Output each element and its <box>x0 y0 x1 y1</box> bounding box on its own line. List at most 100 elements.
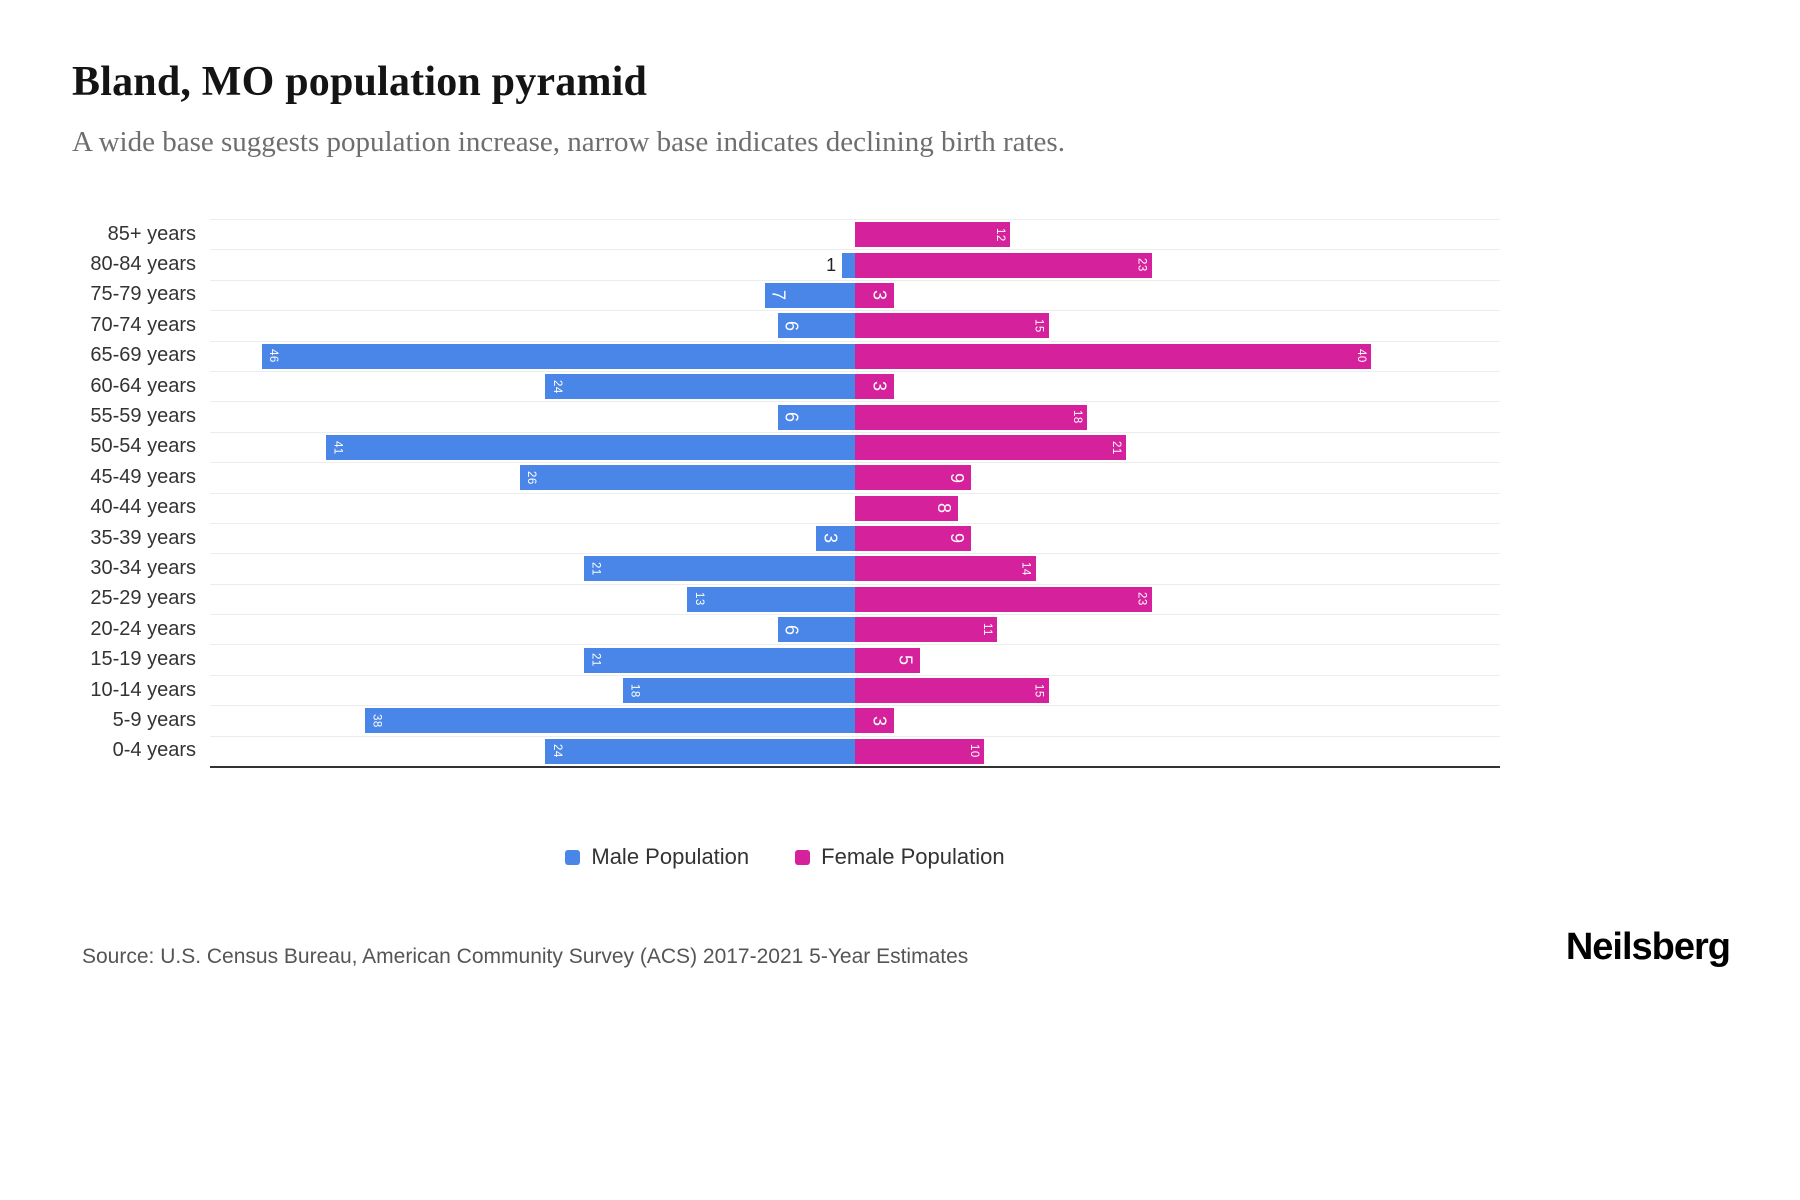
female-bar[interactable]: 12 <box>855 222 1010 248</box>
pyramid-row: 30-34 years 21 14 <box>70 553 1500 583</box>
bar-value-label: 24 <box>550 744 563 759</box>
category-label: 10-14 years <box>90 678 196 701</box>
pyramid-row: 70-74 years 6 15 <box>70 310 1500 340</box>
plot-row: 24 3 <box>210 370 1500 401</box>
male-bar[interactable]: 18 <box>622 678 855 704</box>
female-bar[interactable]: 23 <box>855 252 1152 278</box>
pyramid-row: 35-39 years 3 9 <box>70 522 1500 553</box>
female-bar[interactable]: 3 <box>855 374 894 400</box>
pyramid-row: 65-69 years 46 40 <box>70 340 1500 371</box>
bar-value-label: 21 <box>1109 440 1122 455</box>
source-text: Source: U.S. Census Bureau, American Com… <box>82 945 969 969</box>
category-label: 55-59 years <box>90 405 196 428</box>
bar-value-label: 9 <box>947 472 968 484</box>
plot-row: 26 9 <box>210 462 1500 492</box>
bar-value-label: 14 <box>1019 562 1032 576</box>
pyramid-row: 0-4 years 24 10 <box>70 735 1500 766</box>
female-bar[interactable]: 9 <box>855 465 972 491</box>
bar-value-label: 13 <box>692 592 705 607</box>
plot-row: 1 23 <box>210 249 1500 279</box>
category-label: 70-74 years <box>90 313 196 336</box>
pyramid-rows: 85+ years 12 80-84 years 1 23 75-79 years 7 3 70… <box>70 219 1500 766</box>
plot-row: 6 18 <box>210 401 1500 431</box>
category-label: 45-49 years <box>90 465 196 488</box>
legend-item-male[interactable]: Male Population <box>565 844 749 870</box>
female-bar[interactable]: 10 <box>855 738 984 764</box>
pyramid-row: 50-54 years 41 21 <box>70 431 1500 462</box>
bar-value-label: 5 <box>895 654 916 666</box>
female-bar[interactable]: 9 <box>855 526 972 552</box>
category-label: 80-84 years <box>90 253 196 276</box>
footer: Source: U.S. Census Bureau, American Com… <box>70 926 1731 969</box>
pyramid-row: 40-44 years 8 <box>70 492 1500 523</box>
bar-value-label: 15 <box>1032 683 1045 698</box>
bar-value-label: 15 <box>1032 318 1045 333</box>
male-bar[interactable]: 21 <box>584 647 855 673</box>
bar-value-label: 23 <box>1135 592 1148 607</box>
female-bar[interactable]: 3 <box>855 708 894 734</box>
legend-male-label: Male Population <box>591 844 750 870</box>
male-bar[interactable]: 3 <box>816 526 855 552</box>
male-bar[interactable]: 41 <box>326 434 855 460</box>
category-label: 0-4 years <box>112 739 196 762</box>
female-bar[interactable]: 8 <box>855 495 959 521</box>
page-title: Bland, MO population pyramid <box>72 59 648 105</box>
female-bar[interactable]: 21 <box>855 434 1126 460</box>
male-bar[interactable]: 13 <box>687 586 855 612</box>
plot-row: 6 15 <box>210 310 1500 340</box>
plot-row: 24 10 <box>210 735 1500 766</box>
female-bar[interactable]: 15 <box>855 678 1049 704</box>
female-bar[interactable]: 14 <box>855 556 1036 582</box>
bar-value-label: 9 <box>947 533 968 544</box>
male-bar[interactable]: 21 <box>584 556 855 582</box>
female-bar[interactable]: 3 <box>855 282 894 308</box>
bar-value-label: 38 <box>370 714 383 728</box>
bar-value-label: 21 <box>589 562 602 576</box>
pyramid-row: 10-14 years 18 15 <box>70 674 1500 705</box>
male-bar[interactable]: 26 <box>519 465 855 491</box>
plot-row: 13 23 <box>210 583 1500 614</box>
category-label: 20-24 years <box>90 617 196 640</box>
male-bar[interactable]: 7 <box>764 282 855 308</box>
female-bar[interactable]: 23 <box>855 586 1152 612</box>
legend-female-swatch <box>795 849 811 865</box>
bar-value-label: 1 <box>826 254 837 275</box>
bar-value-label: 23 <box>1135 258 1148 272</box>
male-bar[interactable]: 38 <box>364 708 855 734</box>
bar-value-label: 8 <box>934 502 955 514</box>
bar-value-label: 11 <box>980 623 993 637</box>
plot-row: 6 11 <box>210 614 1500 644</box>
bar-value-label: 6 <box>781 411 802 423</box>
pyramid-row: 85+ years 12 <box>70 219 1500 249</box>
legend: Male Population Female Population <box>70 844 1500 870</box>
bar-value-label: 7 <box>768 290 789 301</box>
male-bar[interactable]: 6 <box>777 313 855 339</box>
bar-value-label: 26 <box>525 470 538 485</box>
pyramid-row: 80-84 years 1 23 <box>70 249 1500 279</box>
male-bar[interactable]: 46 <box>261 343 855 369</box>
category-label: 40-44 years <box>90 496 196 519</box>
male-bar[interactable] <box>842 252 855 278</box>
female-bar[interactable]: 18 <box>855 404 1088 430</box>
female-bar[interactable]: 40 <box>855 343 1371 369</box>
plot-row: 41 21 <box>210 431 1500 462</box>
bar-value-label: 46 <box>267 349 280 364</box>
pyramid-row: 45-49 years 26 9 <box>70 462 1500 492</box>
legend-item-female[interactable]: Female Population <box>795 844 1005 870</box>
male-bar[interactable]: 6 <box>777 404 855 430</box>
plot-row: 8 <box>210 492 1500 523</box>
bar-value-label: 3 <box>869 381 890 392</box>
female-bar[interactable]: 5 <box>855 647 920 673</box>
female-bar[interactable]: 11 <box>855 617 997 643</box>
bar-value-label: 21 <box>589 653 602 668</box>
male-bar[interactable]: 6 <box>777 617 855 643</box>
category-label: 5-9 years <box>112 708 196 731</box>
female-bar[interactable]: 15 <box>855 313 1049 339</box>
male-bar[interactable]: 24 <box>545 374 855 400</box>
page: Bland, MO population pyramid A wide base… <box>70 59 1731 969</box>
pyramid-row: 5-9 years 38 3 <box>70 705 1500 735</box>
pyramid-row: 75-79 years 7 3 <box>70 279 1500 310</box>
bar-value-label: 3 <box>869 290 890 301</box>
male-bar[interactable]: 24 <box>545 738 855 764</box>
